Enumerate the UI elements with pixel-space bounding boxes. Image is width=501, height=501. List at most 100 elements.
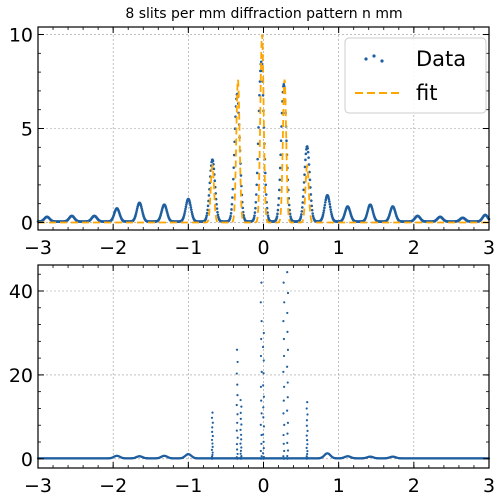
residual-point	[235, 442, 239, 446]
residual-spikes	[210, 271, 309, 460]
top-x-tick-label: −1	[174, 237, 202, 259]
residual-point	[306, 450, 309, 453]
residual-point	[260, 457, 263, 460]
residual-point	[210, 455, 214, 458]
data-point	[311, 212, 314, 215]
residual-point	[286, 396, 289, 399]
data-point	[253, 211, 257, 214]
top-x-tick-label: −3	[24, 237, 52, 259]
data-point	[307, 163, 311, 166]
data-point	[264, 193, 268, 196]
legend-data-marker	[380, 59, 384, 63]
bottom-y-tick-label: 40	[9, 281, 33, 303]
residual-point	[283, 301, 286, 304]
data-point	[185, 203, 188, 206]
bottom-plot-frame	[37, 264, 490, 469]
data-point	[206, 204, 210, 208]
data-point	[328, 200, 331, 203]
residual-point	[305, 407, 308, 410]
bottom-x-tick-label: −3	[24, 475, 52, 497]
data-point	[239, 174, 243, 177]
data-point	[278, 166, 282, 170]
residual-point	[260, 370, 263, 373]
data-point	[306, 150, 310, 154]
data-point	[329, 208, 333, 211]
residual-point	[282, 370, 285, 373]
residual-point	[286, 449, 290, 452]
residual-point	[239, 398, 242, 402]
data-point	[189, 203, 192, 207]
residual-point	[306, 443, 309, 446]
data-point	[300, 206, 304, 209]
data-point	[310, 199, 313, 202]
residual-point	[305, 455, 308, 458]
residual-point	[236, 452, 239, 456]
data-point	[288, 212, 292, 216]
legend-data-marker	[372, 54, 376, 58]
data-point	[215, 203, 218, 206]
residual-point	[286, 409, 289, 412]
data-point	[228, 216, 232, 220]
residual-point	[260, 399, 263, 402]
data-point	[255, 171, 259, 175]
residual-point	[286, 454, 289, 458]
residual-point	[210, 416, 214, 419]
residual-point	[286, 365, 289, 368]
residual-point	[286, 432, 289, 435]
data-point	[278, 178, 282, 182]
residual-point	[239, 449, 243, 452]
top-plot: −3 −2 −1 0 1 2 3 0 5 10 Data fit	[9, 25, 495, 259]
residual-point	[211, 453, 214, 456]
bottom-series	[36, 271, 491, 460]
data-point	[183, 210, 187, 213]
data-point	[259, 60, 263, 64]
residual-point	[261, 452, 265, 455]
data-point	[232, 166, 236, 169]
residual-point	[282, 337, 286, 341]
data-point	[212, 167, 216, 171]
residual-point	[286, 381, 289, 384]
residual-point	[235, 348, 239, 351]
data-point	[277, 197, 281, 200]
data-point	[303, 173, 306, 176]
residual-point	[235, 448, 239, 451]
data-point	[258, 80, 262, 83]
data-point	[189, 206, 193, 209]
data-point	[323, 201, 327, 204]
data-point	[252, 216, 256, 220]
residual-point	[211, 442, 214, 445]
data-point	[256, 142, 260, 146]
fit-line	[38, 34, 489, 224]
residual-point	[210, 438, 214, 442]
data-point	[323, 206, 326, 210]
data-point	[327, 195, 330, 199]
data-point	[229, 212, 233, 215]
data-point	[183, 212, 186, 215]
data-point	[190, 208, 193, 212]
residual-point	[305, 434, 308, 437]
residual-point	[262, 384, 265, 387]
residual-point	[236, 413, 239, 416]
residual-point	[282, 455, 285, 458]
residual-point	[283, 423, 286, 426]
top-y-tick-label: 10	[9, 25, 33, 47]
data-point	[299, 215, 303, 219]
data-point	[302, 188, 305, 192]
data-point	[323, 203, 327, 207]
data-point	[211, 159, 215, 163]
data-point	[207, 199, 210, 203]
data-point	[205, 214, 208, 217]
data-point	[253, 214, 256, 217]
bottom-x-tick-label: −2	[99, 475, 127, 497]
data-point	[256, 157, 259, 161]
residual-point	[305, 446, 308, 449]
legend-data-label: Data	[416, 47, 466, 71]
residual-point	[286, 291, 290, 295]
residual-point	[259, 385, 263, 388]
data-point	[310, 204, 314, 208]
data-point	[279, 139, 283, 142]
residual-point	[262, 455, 265, 459]
data-point	[261, 93, 265, 97]
residual-point	[260, 412, 263, 415]
